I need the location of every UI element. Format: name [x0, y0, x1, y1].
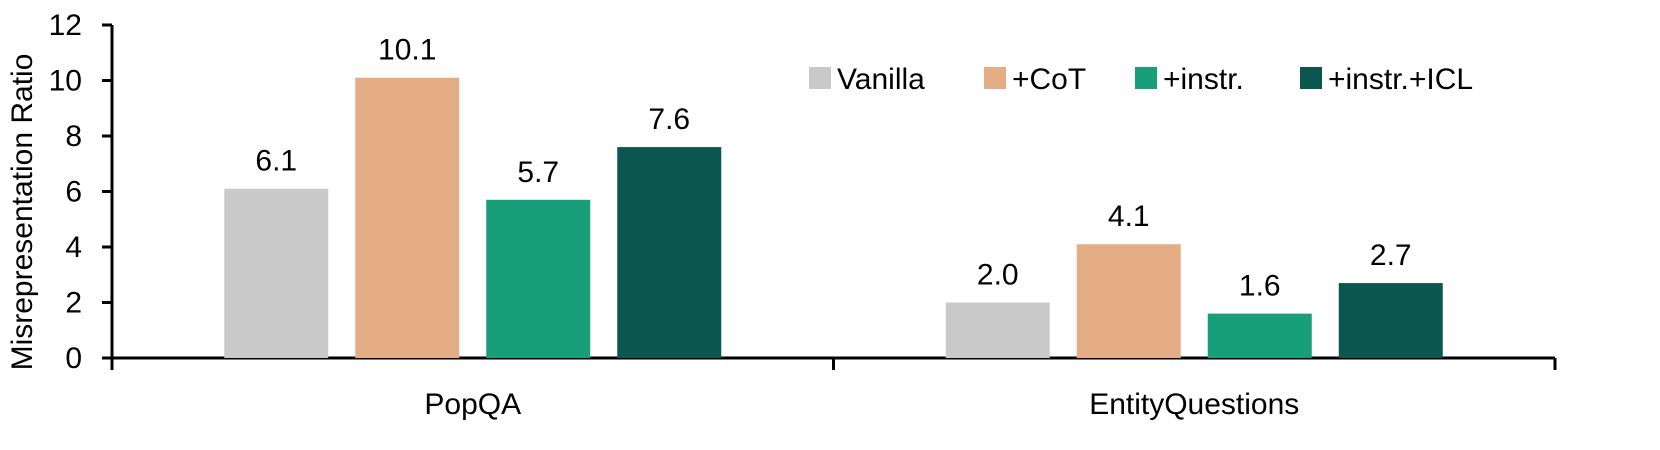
legend-label: +instr.+ICL — [1328, 63, 1473, 96]
y-tick-label: 4 — [65, 231, 82, 264]
data-label: 2.7 — [1370, 239, 1412, 272]
bar — [355, 77, 460, 358]
data-label: 7.6 — [648, 103, 690, 136]
y-tick-label: 12 — [49, 9, 82, 42]
y-tick-label: 10 — [49, 65, 82, 98]
data-label: 6.1 — [255, 145, 297, 178]
data-label: 1.6 — [1239, 270, 1281, 303]
bar — [1076, 244, 1181, 358]
x-category-label: EntityQuestions — [1089, 388, 1299, 421]
data-label: 2.0 — [977, 259, 1019, 292]
bar — [1338, 283, 1443, 358]
y-tick-label: 2 — [65, 287, 82, 320]
legend-swatch — [809, 67, 831, 89]
bar — [945, 302, 1050, 358]
data-label: 10.1 — [378, 34, 436, 67]
bar — [224, 188, 329, 358]
y-tick-label: 6 — [65, 176, 82, 209]
y-tick-label: 8 — [65, 120, 82, 153]
legend-swatch — [984, 67, 1006, 89]
legend-label: +CoT — [1012, 63, 1086, 96]
x-category-label: PopQA — [424, 388, 521, 421]
legend: Vanilla +CoT +instr. +instr.+ICL — [809, 63, 1473, 96]
data-label: 5.7 — [517, 156, 559, 189]
legend-swatch — [1135, 67, 1157, 89]
legend-swatch — [1300, 67, 1322, 89]
data-label: 4.1 — [1108, 200, 1150, 233]
bar — [1207, 313, 1312, 358]
plot-area: 0 2 4 6 8 10 12 6.1 10.1 5.7 7.6 PopQA 2.0 4.1 1.6 2.7 E… — [49, 9, 1557, 421]
bar — [486, 199, 591, 358]
legend-label: Vanilla — [837, 63, 925, 96]
legend-label: +instr. — [1163, 63, 1244, 96]
bar — [617, 147, 722, 358]
y-tick-label: 0 — [65, 342, 82, 375]
y-axis-title: Misrepresentation Ratio — [6, 54, 39, 371]
